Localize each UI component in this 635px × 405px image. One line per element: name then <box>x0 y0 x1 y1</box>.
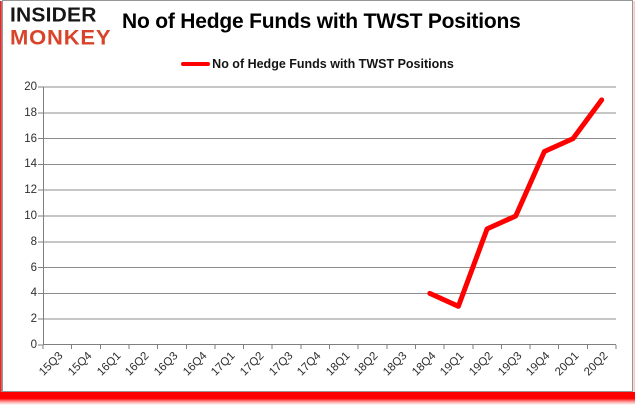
legend-label: No of Hedge Funds with TWST Positions <box>212 57 454 71</box>
y-tick-label: 16 <box>24 132 37 145</box>
y-tick-label: 14 <box>24 158 37 171</box>
y-tick-label: 4 <box>30 287 37 300</box>
chart-title: No of Hedge Funds with TWST Positions <box>122 10 521 33</box>
y-tick-label: 18 <box>24 106 37 119</box>
series-line <box>427 97 605 309</box>
logo-text-insider: INSIDER <box>10 4 97 27</box>
insider-monkey-logo: INSIDER MONKEY <box>10 5 111 49</box>
chart-card: INSIDER MONKEY No of Hedge Funds with TW… <box>2 0 633 392</box>
y-tick-label: 8 <box>30 235 37 248</box>
y-tick-label: 10 <box>24 210 37 222</box>
legend-line-swatch <box>181 61 211 67</box>
y-tick-label: 12 <box>24 184 37 197</box>
red-frame-left <box>0 1 2 394</box>
red-frame-bottom <box>0 392 635 405</box>
y-tick-label: 0 <box>30 339 37 351</box>
red-frame-right <box>633 1 635 394</box>
logo-text-monkey: MONKEY <box>10 25 112 50</box>
y-tick-label: 6 <box>30 261 37 274</box>
y-tick-label: 20 <box>24 81 37 93</box>
line-chart-svg <box>38 86 617 349</box>
legend: No of Hedge Funds with TWST Positions <box>3 56 632 72</box>
y-tick-label: 2 <box>30 313 37 326</box>
plot-area <box>38 86 617 349</box>
